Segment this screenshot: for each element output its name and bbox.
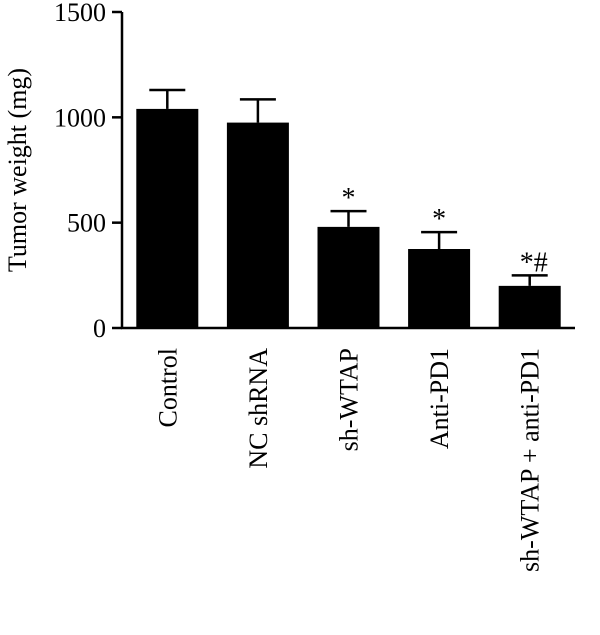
- x-tick-label: Control: [153, 348, 182, 427]
- y-axis-title: Tumor weight (mg): [3, 68, 32, 272]
- y-tick-label: 0: [93, 314, 106, 343]
- bar: [226, 122, 289, 328]
- bar: [136, 108, 199, 328]
- y-ticks: 0 500 1000 1500: [54, 0, 122, 343]
- bar: [498, 285, 561, 328]
- x-tick-label: NC shRNA: [244, 348, 273, 469]
- bar: [317, 226, 380, 328]
- y-tick-label: 1000: [54, 103, 106, 132]
- significance-mark: *: [432, 204, 446, 235]
- y-tick-label: 500: [67, 209, 106, 238]
- bar: [408, 249, 471, 328]
- y-axis: 0 500 1000 1500: [54, 0, 124, 343]
- error-bars: [149, 88, 548, 286]
- x-tick-label: sh-WTAP + anti-PD1: [516, 348, 545, 572]
- y-tick-label: 1500: [54, 0, 106, 27]
- x-tick-labels: Control NC shRNA sh-WTAP Anti-PD1 sh-WTAP + …: [153, 348, 544, 572]
- bars: [136, 108, 561, 328]
- significance-mark: *#: [520, 247, 548, 278]
- x-tick-label: Anti-PD1: [425, 348, 454, 449]
- x-tick-label: sh-WTAP: [335, 348, 364, 451]
- significance-annotations: * * *#: [342, 183, 548, 278]
- x-axis: Control NC shRNA sh-WTAP Anti-PD1 sh-WTAP + …: [121, 326, 575, 572]
- significance-mark: *: [342, 183, 356, 214]
